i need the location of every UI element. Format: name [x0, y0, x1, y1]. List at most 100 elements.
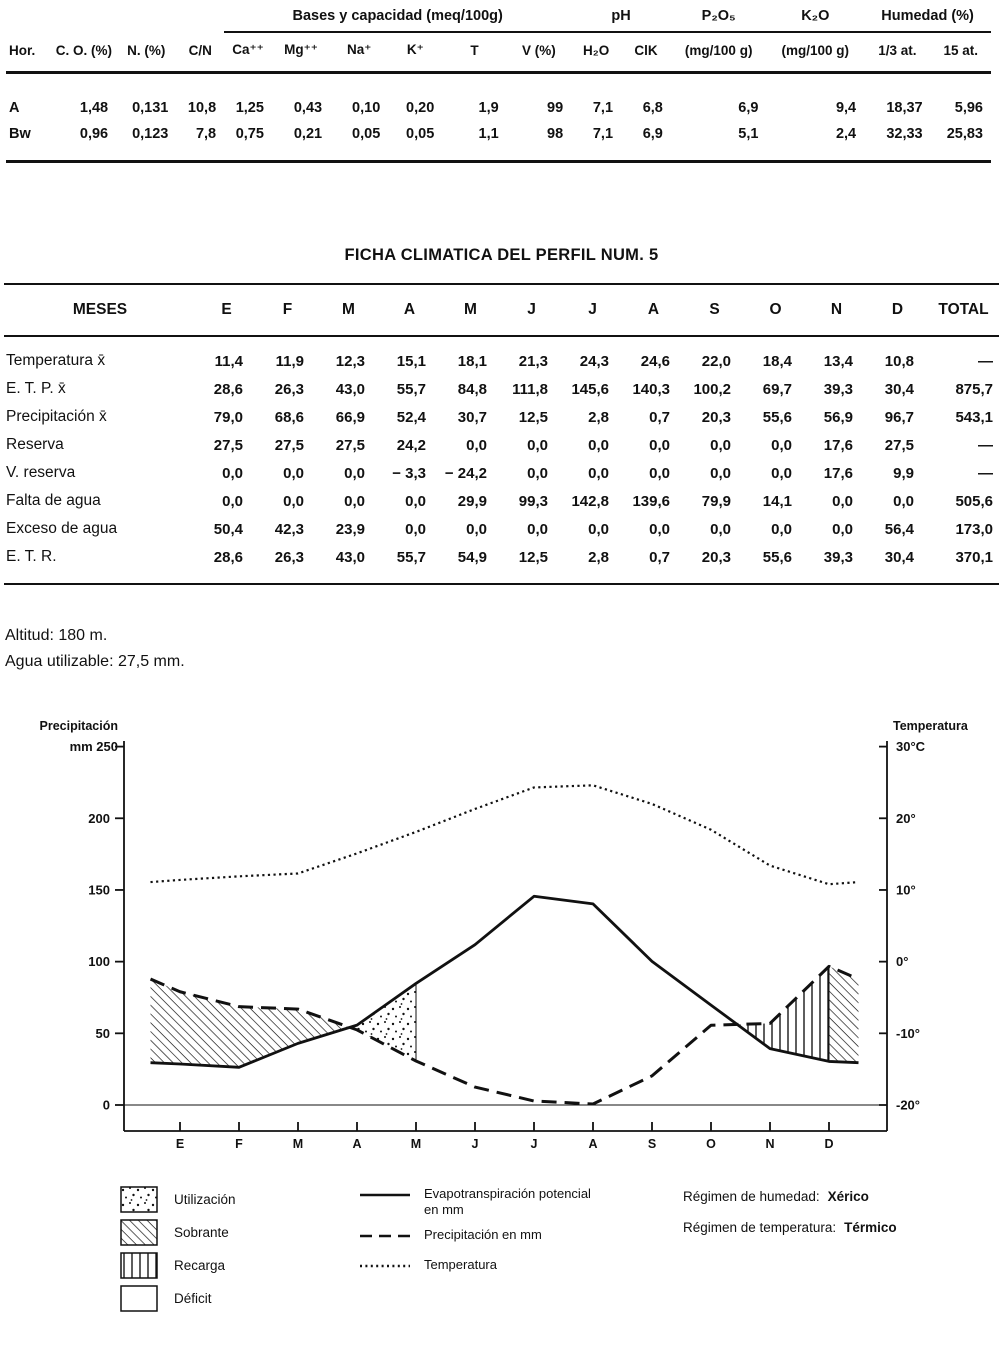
column-header: N. (%)	[116, 33, 177, 74]
table-cell: 1,9	[478, 100, 499, 116]
table-cell: 43,0	[335, 380, 365, 398]
table-cell: 0,05	[352, 126, 381, 142]
table-cell: 17,6	[823, 464, 853, 482]
table-cell: 0,0	[588, 464, 609, 482]
table-cell: 28,6	[213, 380, 243, 398]
utilization-area	[349, 983, 416, 1061]
x-axis-month-label: M	[411, 1137, 421, 1151]
table-cell: 111,8	[512, 380, 548, 398]
table-cell: 50,4	[213, 520, 243, 538]
notes-block: Altitud: 180 m. Agua utilizable: 27,5 mm…	[5, 623, 185, 675]
table-cell: 6,8	[642, 100, 663, 116]
table-cell: 5,1	[738, 126, 759, 142]
table-cell: 100,2	[693, 380, 731, 398]
note-usable-water: Agua utilizable: 27,5 mm.	[5, 653, 185, 670]
table-cell: 56,9	[823, 408, 853, 426]
table-cell: 55,7	[396, 548, 426, 566]
table-row: Falta de agua 0,0 0,0 0,0 0,0 29,9 99,3 142,8 13…	[4, 487, 999, 515]
table-row: E. T. R. 28,6 26,3 43,0 55,7 54,9 12,5 2,8 0,7 20…	[4, 543, 999, 584]
row-label-cell: Exceso de agua	[6, 520, 118, 537]
regime-value: Térmico	[844, 1220, 897, 1235]
table-cell: 0,0	[832, 520, 853, 538]
table-cell: 505,6	[955, 492, 993, 510]
x-axis-month-label: E	[176, 1137, 184, 1151]
soil-analysis-table: Bases y capacidad (meq/100g) pH P₂O₅ K₂O Hum…	[6, 6, 991, 163]
table-cell: 24,3	[579, 352, 609, 370]
legend-item-recharge: Recarga	[120, 1252, 236, 1279]
table-cell: 30,4	[884, 380, 914, 398]
climate-chart: 200 150 100 50 0 30°C 20° 10° 0° -10° -20° Precipit…	[40, 719, 969, 1151]
table-cell: 25,83	[946, 126, 983, 142]
table-cell: 0,0	[527, 464, 548, 482]
legend-label: Utilización	[174, 1192, 236, 1207]
table-cell: 27,5	[335, 436, 365, 454]
note-altitude: Altitud: 180 m.	[5, 627, 108, 644]
column-header: E	[196, 284, 257, 337]
table-cell: 27,5	[274, 436, 304, 454]
table-row: Reserva 27,5 27,5 27,5 24,2 0,0 0,0 0,0 0,0 0,0 0,…	[4, 431, 999, 459]
table-cell: 11,9	[275, 352, 304, 370]
table-cell: 68,6	[274, 408, 304, 426]
table-cell: 56,4	[884, 520, 914, 538]
table-cell: 6,9	[738, 100, 759, 116]
table-cell: 0,0	[283, 464, 304, 482]
column-header: (mg/100 g)	[670, 33, 767, 74]
table-cell: 12,5	[518, 408, 548, 426]
table-cell: 98	[547, 126, 564, 142]
legend-regimes: Régimen de humedad: Xérico Régimen de tem…	[683, 1188, 897, 1250]
column-group-header: pH	[571, 6, 671, 33]
row-label-cell: V. reserva	[6, 464, 76, 481]
table-row: Temperatura x̄ 11,4 11,9 12,3 15,1 18,1 21,3 24…	[4, 336, 999, 375]
table-cell: 55,6	[762, 548, 792, 566]
column-header: 15 at.	[930, 33, 991, 74]
table-row: MESES E F M A M J J A S O N D TOTAL	[4, 284, 999, 337]
column-group-label: Humedad (%)	[864, 6, 991, 33]
y-axis-tick-label: 150	[88, 882, 110, 897]
x-axis-month-label: J	[531, 1137, 538, 1151]
table-cell: 0,0	[405, 492, 426, 510]
table-cell: 7,8	[195, 126, 217, 142]
table-cell: 0,0	[283, 492, 304, 510]
table-cell: 0,123	[132, 126, 169, 142]
table-cell: 9,4	[835, 100, 857, 116]
column-header: J	[501, 284, 562, 337]
table-cell: 26,3	[274, 380, 304, 398]
table-cell: 0,0	[222, 464, 243, 482]
column-group-header: P₂O₅	[670, 6, 767, 33]
table-cell: 14,1	[762, 492, 792, 510]
table-cell: 173,0	[955, 520, 993, 538]
y-axis-tick-label: -20°	[896, 1098, 920, 1113]
table-cell: 140,3	[632, 380, 670, 398]
y-axis-tick-label: 0	[103, 1098, 110, 1113]
column-header: M	[318, 284, 379, 337]
column-header: (mg/100 g)	[766, 33, 865, 74]
column-header: A	[379, 284, 440, 337]
table-cell: 99,3	[518, 492, 548, 510]
table-cell: 54,9	[457, 548, 487, 566]
row-label-cell: Temperatura x̄	[6, 352, 106, 369]
row-label-cell: E. T. R.	[6, 548, 57, 565]
table-cell: 42,3	[274, 520, 304, 538]
legend-areas: Utilización Sobrante Recarga Déficit	[120, 1186, 236, 1318]
table-cell: 2,8	[588, 408, 609, 426]
legend-label: Precipitación en mm	[424, 1227, 542, 1242]
table-cell: − 3,3	[392, 464, 426, 482]
table-cell: 84,8	[457, 380, 487, 398]
table-row: V. reserva 0,0 0,0 0,0 − 3,3 − 24,2 0,0 0,0 0,0 0…	[4, 459, 999, 487]
x-axis-month-label: N	[765, 1137, 774, 1151]
column-group-label: Bases y capacidad (meq/100g)	[224, 6, 572, 33]
column-header: Mg⁺⁺	[271, 33, 331, 74]
left-axis-unit-label: mm 250	[70, 739, 118, 754]
legend-label: Temperatura	[424, 1256, 497, 1272]
table-cell: 96,7	[884, 408, 914, 426]
table-cell: 0,0	[527, 436, 548, 454]
regime-label: Régimen de temperatura:	[683, 1220, 837, 1235]
table-cell: 10,8	[884, 352, 914, 370]
column-group-header	[6, 6, 224, 33]
row-label-cell: Falta de agua	[6, 492, 101, 509]
table-cell: 20,3	[701, 548, 731, 566]
column-header: ClK	[621, 33, 671, 74]
table-cell: 52,4	[396, 408, 426, 426]
table-cell: 0,75	[235, 126, 264, 142]
